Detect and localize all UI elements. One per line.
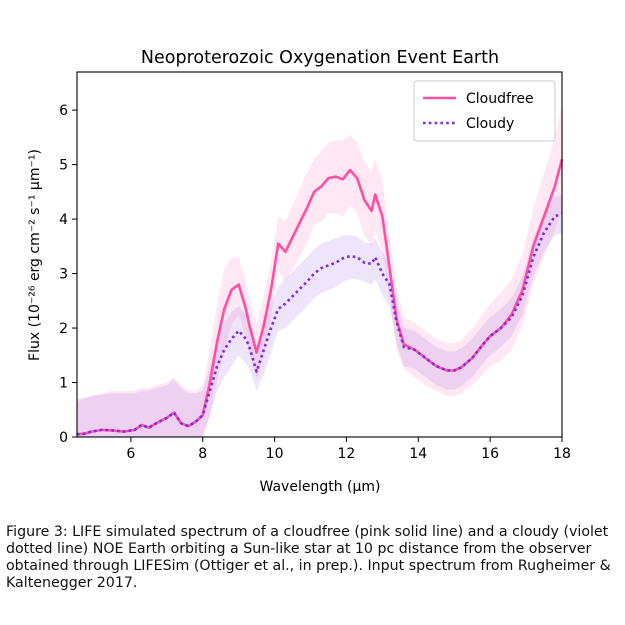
y-tick-label: 3 — [59, 267, 68, 283]
x-tick-label: 12 — [338, 446, 356, 462]
band-cloudfree — [77, 104, 562, 437]
x-axis-ticks: 6 8 10 12 14 16 18 — [126, 437, 571, 462]
x-axis-label: Wavelength (μm) — [260, 479, 381, 495]
legend-label-cloudy: Cloudy — [466, 116, 514, 132]
chart-title: Neoproterozoic Oxygenation Event Earth — [141, 48, 499, 68]
uncertainty-bands — [77, 104, 562, 437]
x-tick-label: 8 — [198, 446, 207, 462]
series-lines — [76, 158, 564, 436]
legend: Cloudfree Cloudy — [413, 80, 556, 142]
y-tick-label: 6 — [59, 103, 68, 119]
y-tick-label: 4 — [59, 212, 68, 228]
y-tick-label: 1 — [59, 376, 68, 392]
y-tick-label: 0 — [59, 430, 68, 446]
legend-box — [413, 80, 556, 142]
spectrum-chart: Neoproterozoic Oxygenation Event Earth 6… — [27, 48, 571, 495]
line-cloudy — [76, 212, 563, 436]
x-tick-label: 14 — [409, 446, 427, 462]
legend-label-cloudfree: Cloudfree — [466, 91, 534, 107]
y-tick-label: 2 — [59, 321, 68, 337]
figure-caption: Figure 3: LIFE simulated spectrum of a c… — [6, 524, 611, 591]
y-tick-label: 5 — [59, 158, 68, 174]
x-tick-label: 18 — [553, 446, 571, 462]
band-cloudy — [77, 194, 562, 437]
plot-frame — [76, 71, 563, 438]
x-tick-label: 6 — [126, 446, 135, 462]
x-tick-label: 10 — [266, 446, 284, 462]
x-tick-label: 16 — [481, 446, 499, 462]
y-axis-ticks: 0 1 2 3 4 5 6 — [59, 103, 77, 446]
y-axis-label: Flux (10⁻²⁶ erg cm⁻² s⁻¹ μm⁻¹) — [27, 149, 43, 361]
